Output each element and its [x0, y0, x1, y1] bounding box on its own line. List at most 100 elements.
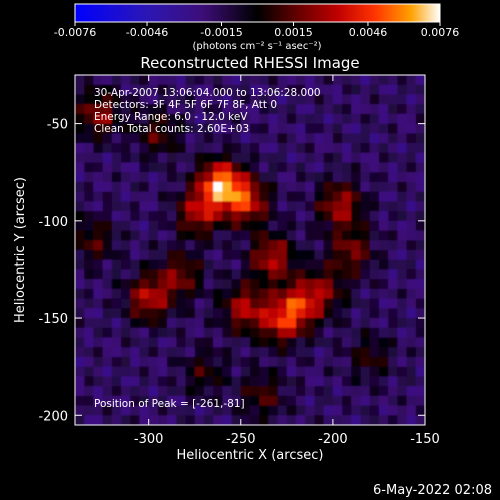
heatmap-cell — [397, 123, 408, 134]
heatmap-cell — [259, 220, 270, 232]
heatmap-cell — [84, 123, 95, 134]
heatmap-cell — [342, 181, 352, 193]
heatmap-cell — [167, 395, 177, 407]
heatmap-cell — [323, 75, 334, 86]
heatmap-cell — [323, 259, 334, 271]
heatmap-cell — [342, 152, 352, 164]
heatmap-cell — [222, 250, 233, 261]
heatmap-cell — [194, 113, 205, 125]
heatmap-cell — [415, 133, 425, 144]
heatmap-cell — [130, 211, 141, 222]
heatmap-cell — [102, 288, 113, 300]
heatmap-cell — [84, 337, 95, 348]
heatmap-cell — [250, 308, 260, 319]
heatmap-cell — [415, 75, 425, 86]
heatmap-cell — [185, 172, 196, 183]
heatmap-cell — [378, 181, 389, 193]
heatmap-cell — [111, 356, 122, 368]
heatmap-cell — [240, 191, 251, 202]
heatmap-cell — [84, 240, 95, 251]
heatmap-cell — [268, 386, 279, 397]
heatmap-cell — [176, 288, 187, 300]
heatmap-cell — [314, 123, 325, 134]
heatmap-cell — [194, 376, 205, 387]
heatmap-cell — [351, 201, 362, 212]
heatmap-cell — [139, 405, 150, 416]
heatmap-cell — [415, 347, 425, 358]
heatmap-cell — [332, 172, 343, 183]
heatmap-cell — [231, 288, 242, 300]
heatmap-cell — [167, 94, 177, 105]
heatmap-cell — [342, 356, 352, 368]
heatmap-cell — [231, 308, 242, 319]
heatmap-cell — [176, 308, 187, 319]
heatmap-cell — [185, 327, 196, 339]
heatmap-cell — [93, 211, 104, 222]
heatmap-cell — [351, 308, 362, 319]
heatmap-cell — [296, 191, 306, 202]
heatmap-cell — [102, 75, 113, 86]
heatmap-cell — [102, 347, 113, 358]
heatmap-cell — [121, 386, 131, 397]
heatmap-cell — [75, 220, 85, 232]
heatmap-cell — [268, 220, 279, 232]
heatmap-cell — [148, 347, 159, 358]
heatmap-cell — [277, 162, 288, 173]
heatmap-cell — [139, 220, 150, 232]
heatmap-cell — [259, 405, 270, 416]
heatmap-cell — [351, 405, 362, 416]
heatmap-cell — [378, 113, 389, 125]
heatmap-cell — [342, 104, 352, 115]
heatmap-cell — [121, 327, 131, 339]
heatmap-cell — [139, 259, 150, 271]
heatmap-cell — [351, 327, 362, 339]
heatmap-cell — [360, 220, 371, 232]
heatmap-cell — [203, 347, 214, 358]
heatmap-cell — [111, 308, 122, 319]
heatmap-cell — [286, 327, 297, 339]
heatmap-cell — [203, 230, 214, 241]
heatmap-cell — [314, 104, 325, 115]
heatmap-cell — [388, 298, 398, 309]
heatmap-cell — [332, 162, 343, 173]
heatmap-cell — [250, 405, 260, 416]
heatmap-cell — [84, 230, 95, 241]
heatmap-cell — [157, 84, 168, 96]
heatmap-cell — [314, 269, 325, 280]
heatmap-cell — [406, 250, 417, 261]
heatmap-cell — [75, 386, 85, 397]
heatmap-cell — [351, 152, 362, 164]
heatmap-cell — [75, 415, 85, 425]
heatmap-cell — [314, 240, 325, 251]
heatmap-cell — [323, 269, 334, 280]
heatmap-cell — [250, 191, 260, 202]
heatmap-cell — [397, 395, 408, 407]
heatmap-cell — [185, 259, 196, 271]
heatmap-cell — [388, 113, 398, 125]
heatmap-cell — [185, 181, 196, 193]
heatmap-cell — [130, 84, 141, 96]
heatmap-cell — [397, 259, 408, 271]
heatmap-cell — [222, 288, 233, 300]
heatmap-cell — [323, 366, 334, 377]
heatmap-cell — [240, 415, 251, 425]
heatmap-cell — [415, 181, 425, 193]
heatmap-cell — [378, 191, 389, 202]
heatmap-cell — [240, 123, 251, 134]
heatmap-cell — [167, 162, 177, 173]
heatmap-cell — [369, 162, 380, 173]
heatmap-cell — [332, 376, 343, 387]
heatmap-cell — [93, 288, 104, 300]
heatmap-cell — [167, 298, 177, 309]
heatmap-cell — [185, 386, 196, 397]
heatmap-cell — [111, 172, 122, 183]
heatmap-cell — [342, 133, 352, 144]
heatmap-cell — [240, 327, 251, 339]
heatmap-cell — [84, 191, 95, 202]
heatmap-cell — [111, 415, 122, 425]
heatmap-cell — [305, 240, 316, 251]
heatmap-cell — [342, 386, 352, 397]
heatmap-cell — [296, 84, 306, 96]
heatmap-cell — [268, 327, 279, 339]
colorbar-tick-label: -0.0076 — [54, 26, 96, 39]
